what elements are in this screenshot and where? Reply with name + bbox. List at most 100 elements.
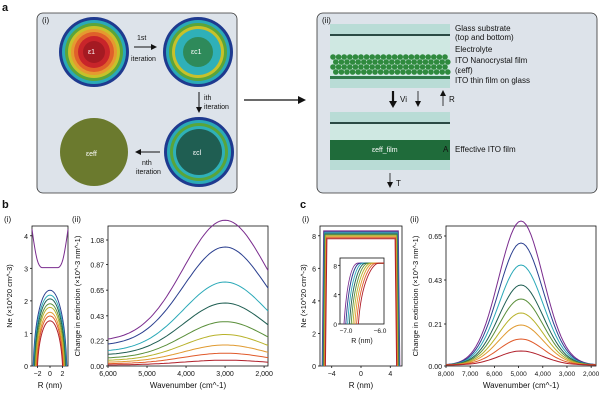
nanocrystal-dot [394,59,401,65]
c-ii-sublabel: (ii) [410,215,419,224]
nanocrystal-dot [363,54,370,60]
series-line [33,295,67,367]
series-line [445,312,597,366]
series-line [107,321,269,359]
nanocrystal-dot [436,54,443,60]
nanocrystal-dot [366,59,373,65]
panel-b-label: b [2,199,9,211]
sphere-after-ith: εcl [164,117,234,187]
a-ii-sublabel: (ii) [322,16,331,25]
sphere-initial: ε1 [59,17,129,87]
nanocrystal-dot [422,69,429,75]
x-tick-label: 3,000 [559,371,576,378]
series-line [35,312,65,367]
series-line [445,298,597,366]
nanocrystal-dot [330,64,336,70]
series-line [324,238,398,367]
nanocrystal-dot [330,54,336,60]
nanocrystal-dot [369,64,376,70]
y-tick-label: 0.43 [90,314,104,321]
nanocrystal-dot [366,69,373,75]
inset-series-line [343,262,384,325]
nanocrystal-dot [389,69,395,75]
y-tick-label: 1.08 [90,238,104,245]
series-line [107,219,269,340]
nanocrystal-dot [403,54,409,60]
nanocrystal-dot [372,59,378,65]
device-stack-bottom [330,112,450,170]
nanocrystal-dot [417,59,423,65]
chart-c-ii: 0.00 0.21 0.43 0.65 8,000 7,000 6,000 5,000 4,00… [411,220,600,390]
series-line [36,315,64,367]
nanocrystal-dot [405,59,412,65]
x-tick-label: 4,000 [177,371,195,378]
series-line [107,246,269,345]
nanocrystal-dot [394,69,401,75]
a-i-sublabel: (i) [42,16,49,25]
nanocrystal-dot [431,54,437,60]
device-stack-top [330,24,451,88]
nanocrystal-dot [361,69,367,75]
inset-y-tick-label: 4 [333,293,337,300]
series-line [34,303,66,367]
series-line [445,242,597,366]
nanocrystal-dot [358,54,364,60]
series-line [32,289,68,367]
inset-series-line [352,262,384,325]
nanocrystal-dot [425,54,432,60]
c-i-sublabel: (i) [302,215,309,224]
x-axis-label: Wavenumber (cm^-1) [150,381,227,390]
y-tick-label: 0.21 [428,322,442,329]
series-line [31,229,69,269]
y-axis-label: Change in extinction (×10^-3 nm^-1) [73,235,82,356]
inset-series-line [354,262,384,325]
nanocrystal-dot [419,64,426,70]
x-tick-label: 4 [388,371,392,378]
nanocrystal-dot [408,64,415,70]
nanocrystal-dot [403,64,409,70]
nanocrystal-dot [375,54,381,60]
nanocrystal-dot [344,69,350,75]
y-tick-label: 8 [312,234,316,241]
x-tick-label: 5,000 [510,371,527,378]
plot-frame [107,225,269,367]
inset-y-tick-label: 8 [333,263,337,270]
inset-series-line [345,262,384,325]
nanocrystal-dot [338,69,345,75]
nanocrystal-dot [389,59,395,65]
nanocrystal-dot [391,54,398,60]
label-t: T [396,179,401,188]
nanocrystal-dot [347,64,353,70]
y-tick-label: 0.65 [90,288,104,295]
label-eff-film-in: εeff_film [372,147,398,154]
x-tick-label: 0 [359,371,363,378]
plot-frame [319,225,403,367]
label-nc-film: ITO Nanocrystal film [455,56,528,65]
y-tick-label: 4 [24,234,28,241]
label-eps-eff: (εeff) [455,66,473,75]
chart-c-i: 0 2 4 6 8 −4 0 4 R (nm) Ne (×10^20 cm^-3) 0 4 8 −7.0 −… [299,225,403,390]
nanocrystal-dot [338,59,345,65]
y-tick-label: 2 [24,299,28,306]
nanocrystal-dot [352,64,359,70]
inset-series-line [347,262,384,325]
y-tick-label: 0.43 [428,278,442,285]
nanocrystal-dot [377,59,384,65]
nanocrystal-dot [391,64,398,70]
nanocrystal-dot [383,59,390,65]
nanocrystal-dot [433,59,440,65]
epscl-label: εcl [193,150,202,157]
y-tick-label: 0 [312,364,316,371]
nanocrystal-dot [417,69,423,75]
nanocrystal-dot [405,69,412,75]
series-line [108,359,269,366]
series-line [445,350,597,366]
label-nth-iter: iteration [136,169,161,176]
nanocrystal-dot [433,69,440,75]
b-ii-sublabel: (ii) [72,215,81,224]
nanocrystal-dot [422,59,429,65]
nanocrystal-dot [386,64,392,70]
b-i-sublabel: (i) [4,215,11,224]
y-tick-label: 0.00 [90,364,104,371]
